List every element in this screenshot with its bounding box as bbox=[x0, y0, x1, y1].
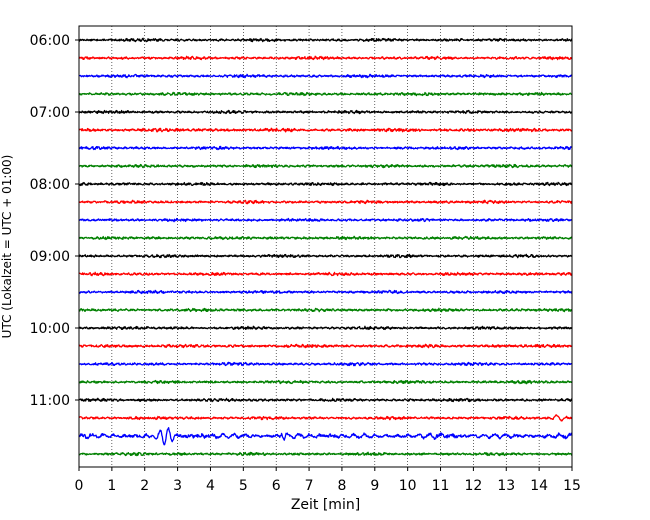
seismic-trace bbox=[78, 37, 573, 43]
x-axis-ticks: 0 1 2 3 4 5 6 7 8 9 10 11 12 13 14 15 bbox=[75, 467, 581, 494]
y-tick-label: 11:00 bbox=[30, 393, 70, 409]
seismic-trace bbox=[78, 397, 573, 403]
x-tick-label: 6 bbox=[272, 478, 281, 494]
y-axis-label: UTC (Lokalzeit = UTC + 01:00) bbox=[0, 155, 14, 339]
x-tick-label: 12 bbox=[464, 478, 482, 494]
x-tick-label: 1 bbox=[107, 478, 116, 494]
y-tick-label: 09:00 bbox=[30, 249, 70, 265]
seismic-trace bbox=[78, 414, 573, 422]
seismic-trace bbox=[78, 109, 573, 115]
x-tick-label: 13 bbox=[497, 478, 515, 494]
seismic-trace bbox=[78, 163, 573, 169]
seismic-trace bbox=[78, 181, 573, 187]
seismic-trace bbox=[78, 379, 573, 385]
seismic-trace bbox=[78, 199, 573, 205]
y-tick-label: 06:00 bbox=[30, 33, 70, 49]
seismic-trace bbox=[78, 73, 573, 79]
seismic-trace bbox=[78, 91, 573, 97]
seismic-trace bbox=[78, 55, 573, 61]
x-tick-label: 10 bbox=[399, 478, 417, 494]
seismic-trace bbox=[78, 217, 573, 223]
seismic-trace bbox=[78, 253, 573, 259]
y-tick-label: 08:00 bbox=[30, 177, 70, 193]
x-tick-label: 7 bbox=[305, 478, 314, 494]
trace-layer bbox=[78, 37, 573, 457]
seismic-trace bbox=[78, 127, 573, 133]
seismic-trace bbox=[78, 145, 573, 151]
seismic-trace bbox=[78, 427, 573, 446]
y-tick-label: 07:00 bbox=[30, 105, 70, 121]
seismic-trace bbox=[78, 289, 573, 295]
x-tick-label: 4 bbox=[206, 478, 215, 494]
seismic-trace bbox=[78, 235, 573, 241]
seismic-trace bbox=[78, 325, 573, 331]
x-tick-label: 9 bbox=[370, 478, 379, 494]
plot-frame bbox=[78, 25, 573, 468]
x-tick-label: 0 bbox=[75, 478, 84, 494]
y-axis-ticks: 06:00 07:00 08:00 09:00 10:00 11:00 bbox=[30, 33, 79, 409]
seismic-trace bbox=[78, 271, 573, 277]
x-tick-label: 5 bbox=[239, 478, 248, 494]
x-tick-label: 8 bbox=[337, 478, 346, 494]
seismic-trace bbox=[78, 343, 573, 349]
seismic-trace bbox=[78, 451, 573, 457]
x-tick-label: 3 bbox=[173, 478, 182, 494]
seismic-trace bbox=[78, 361, 573, 367]
x-axis-label: Zeit [min] bbox=[291, 497, 360, 513]
x-tick-label: 2 bbox=[140, 478, 149, 494]
y-tick-label: 10:00 bbox=[30, 321, 70, 337]
x-tick-label: 15 bbox=[563, 478, 581, 494]
seismic-trace bbox=[78, 307, 573, 313]
x-tick-label: 11 bbox=[432, 478, 450, 494]
x-tick-label: 14 bbox=[530, 478, 548, 494]
